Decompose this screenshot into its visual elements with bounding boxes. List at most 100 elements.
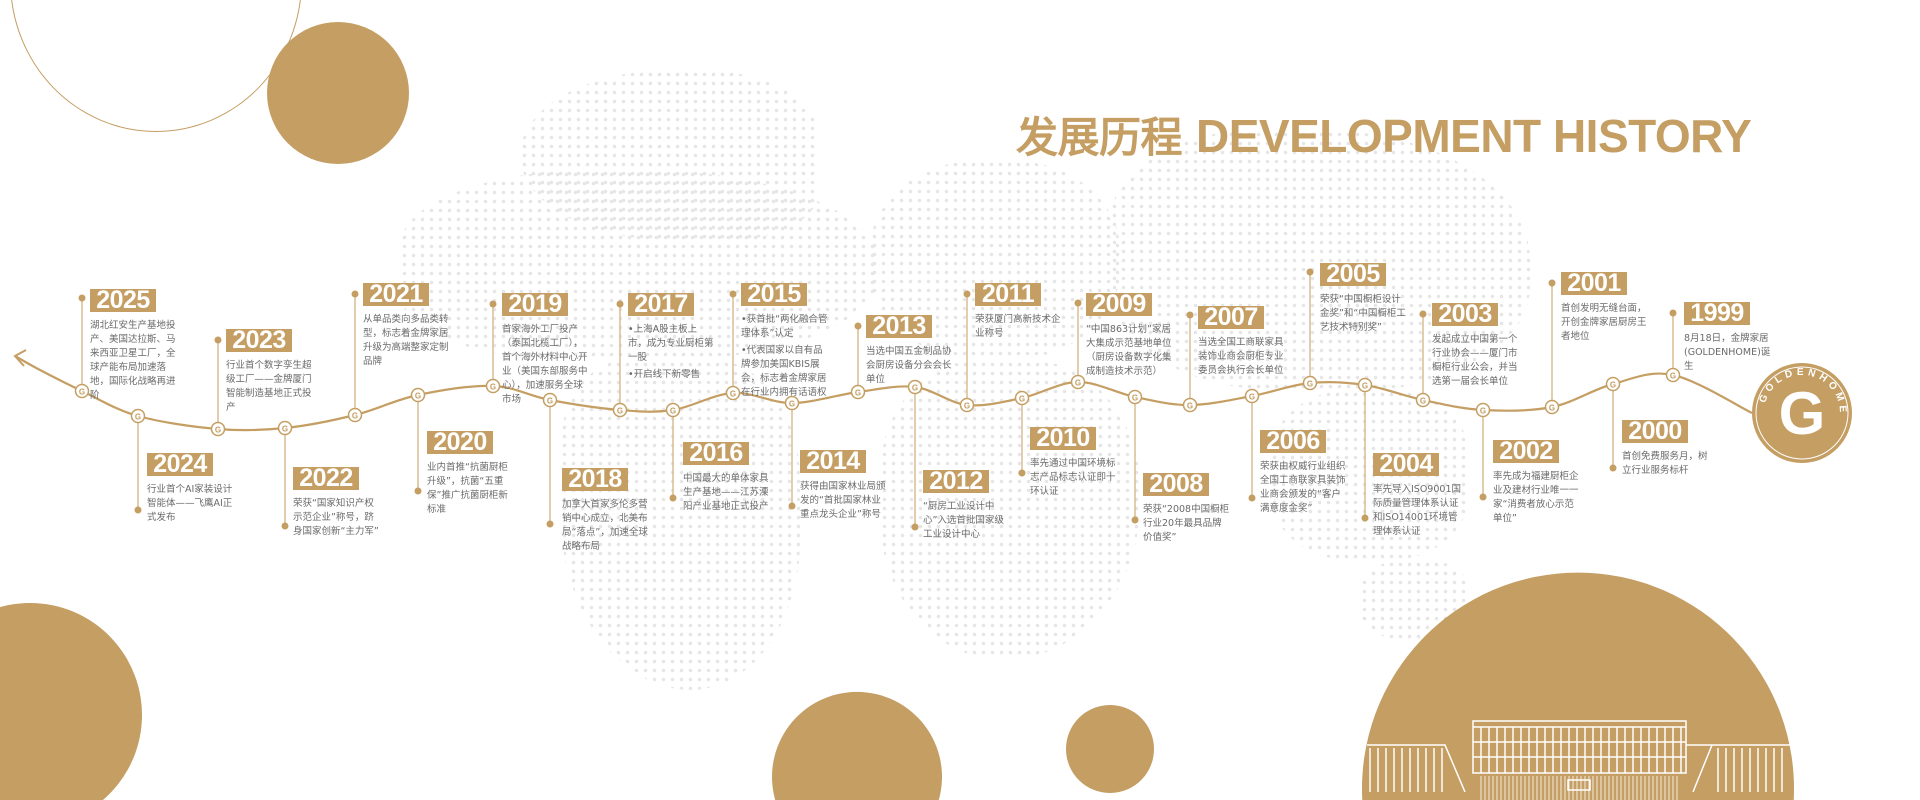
year-badge: 2016: [683, 441, 749, 466]
year-badge: 2004: [1373, 452, 1439, 477]
timeline-node-icon: [725, 385, 741, 401]
timeline-node-icon: [665, 402, 681, 418]
node-g-letter: G: [617, 407, 623, 416]
timeline-node-icon: [1544, 399, 1560, 415]
node-g-letter: G: [1019, 395, 1025, 404]
milestone-description: •获首批“两化融合管理体系”认定 •代表国家以自有品牌参加美国KBIS展会，标志着…: [741, 313, 829, 403]
timeline-node-icon: [1665, 367, 1681, 383]
milestone-text: 发起成立中国第一个行业协会——厦门市橱柜行业公会，并当选第一届会长单位: [1432, 334, 1518, 387]
year-badge: 2007: [1198, 305, 1264, 330]
timeline-node-icon: [1014, 390, 1030, 406]
marker-dot: [1018, 469, 1026, 477]
milestone-text: •上海A股主板上市，成为专业厨柜第一股: [628, 324, 714, 363]
milestone-description: 当选中国五金制品协会厨房设备分会会长单位: [866, 345, 954, 390]
year-badge: 2014: [800, 449, 866, 474]
node-g-letter: G: [490, 383, 496, 392]
milestone-description: 发起成立中国第一个行业协会——厦门市橱柜行业公会，并当选第一届会长单位: [1432, 333, 1520, 392]
milestone-text: 首创免费服务月，树立行业服务标杆: [1622, 451, 1708, 476]
year-badge: 2006: [1260, 429, 1326, 454]
milestone-text: 当选全国工商联家具装饰业商会厨柜专业委员会执行会长单位: [1198, 337, 1284, 376]
milestone-text: •获首批“两化融合管理体系”认定: [741, 314, 828, 339]
node-g-letter: G: [1610, 381, 1616, 390]
milestone-text: 率先成为福建厨柜企业及建材行业唯一一家“消费者放心示范单位”: [1493, 471, 1579, 524]
milestone-description: 中国最大的单体家具生产基地——江苏溧阳产业基地正式投产: [683, 472, 771, 517]
marker-dot: [729, 290, 737, 298]
timeline-node-icon: [784, 395, 800, 411]
year-badge: 2023: [226, 328, 292, 353]
milestone-description: 率先通过中国环境标志产品标志认证即十环认证: [1030, 457, 1118, 502]
year-badge: 2005: [1320, 262, 1386, 287]
marker-dot: [1186, 311, 1194, 319]
milestone-description: 首创发明无缝台面，开创金牌家居厨房王者地位: [1561, 302, 1649, 347]
node-g-letter: G: [1132, 394, 1138, 403]
node-g-letter: G: [855, 389, 861, 398]
timeline-node-icon: [485, 378, 501, 394]
milestone-text: 行业首个数字孪生超级工厂——金牌厦门智能制造基地正式投产: [226, 360, 312, 413]
marker-dot: [788, 502, 796, 510]
timeline-node-icon: [612, 402, 628, 418]
marker-dot: [134, 506, 142, 514]
milestone-text: 8月18日，金牌家居(GOLDENHOME)诞生: [1684, 333, 1771, 372]
marker-dot: [214, 336, 222, 344]
marker-dot: [351, 290, 359, 298]
marker-dot: [1074, 299, 1082, 307]
timeline-node-icon: [410, 387, 426, 403]
timeline-node-icon: [1605, 376, 1621, 392]
milestone-text: 荣获“中国橱柜设计金奖”和“中国橱柜工艺技术特别奖”: [1320, 294, 1406, 333]
year-badge: 2024: [147, 452, 213, 477]
marker-dot: [489, 300, 497, 308]
marker-dot: [1419, 310, 1427, 318]
timeline-node-icon: [74, 383, 90, 399]
timeline-node-icon: [1475, 402, 1491, 418]
node-g-letter: G: [730, 390, 736, 399]
milestone-text: 中国最大的单体家具生产基地——江苏溧阳产业基地正式投产: [683, 473, 769, 512]
node-g-letter: G: [79, 388, 85, 397]
page-title: 发展历程 DEVELOPMENT HISTORY: [1016, 104, 1752, 165]
timeline-node-icon: [1302, 375, 1318, 391]
node-g-letter: G: [415, 392, 421, 401]
marker-dot: [963, 290, 971, 298]
timeline-node-icon: [347, 407, 363, 423]
timeline-node-icon: [277, 420, 293, 436]
milestone-description: 从单品类向多品类转型，标志着金牌家居升级为高端整家定制品牌: [363, 313, 451, 372]
year-badge: 2018: [562, 467, 628, 492]
marker-dot: [1131, 516, 1139, 524]
milestone-text: 荣获由权威行业组织全国工商联家具装饰业商会颁发的“客户满意度金奖”: [1260, 461, 1346, 514]
decor-circle-top: [267, 22, 409, 164]
marker-dot: [1609, 464, 1617, 472]
milestone-description: “中国863计划”家居大集成示范基地单位（厨房设备数字化集成制造技术示范）: [1086, 323, 1174, 382]
milestone-text: 首创发明无缝台面，开创金牌家居厨房王者地位: [1561, 303, 1647, 342]
year-badge: 2022: [293, 466, 359, 491]
node-g-letter: G: [1307, 380, 1313, 389]
year-badge: 2019: [502, 292, 568, 317]
milestone-description: 率先导入ISO9001国际质量管理体系认证和ISO14001环境管理体系认证: [1373, 483, 1461, 542]
node-g-letter: G: [670, 407, 676, 416]
milestone-text: 当选中国五金制品协会厨房设备分会会长单位: [866, 346, 952, 385]
year-badge: 2002: [1493, 439, 1559, 464]
milestone-description: 首创免费服务月，树立行业服务标杆: [1622, 450, 1710, 481]
node-g-letter: G: [282, 425, 288, 434]
year-badge: 2021: [363, 282, 429, 307]
title-cn: 发展历程: [1016, 113, 1183, 162]
node-g-letter: G: [1420, 397, 1426, 406]
marker-dot: [616, 300, 624, 308]
timeline-node-icon: [1182, 397, 1198, 413]
milestone-text: •代表国家以自有品牌参加美国KBIS展会，标志着金牌家居在行业内拥有话语权: [741, 345, 827, 398]
timeline-node-icon: [210, 421, 226, 437]
node-g-letter: G: [1480, 407, 1486, 416]
year-badge: 2011: [975, 282, 1041, 307]
node-g-letter: G: [547, 397, 553, 406]
node-g-letter: G: [1362, 382, 1368, 391]
title-en: DEVELOPMENT HISTORY: [1196, 110, 1752, 162]
milestone-description: 荣获厦门高新技术企业称号: [975, 313, 1063, 344]
timeline-path: [14, 355, 1753, 432]
node-g-letter: G: [215, 426, 221, 435]
milestone-text: “中国863计划”家居大集成示范基地单位（厨房设备数字化集成制造技术示范）: [1086, 324, 1172, 377]
year-badge: 2000: [1622, 419, 1688, 444]
node-g-letter: G: [912, 384, 918, 393]
node-g-letter: G: [1670, 372, 1676, 381]
milestone-description: •上海A股主板上市，成为专业厨柜第一股 •开启线下新零售: [628, 323, 716, 385]
year-badge: 2008: [1143, 472, 1209, 497]
node-g-letter: G: [789, 400, 795, 409]
